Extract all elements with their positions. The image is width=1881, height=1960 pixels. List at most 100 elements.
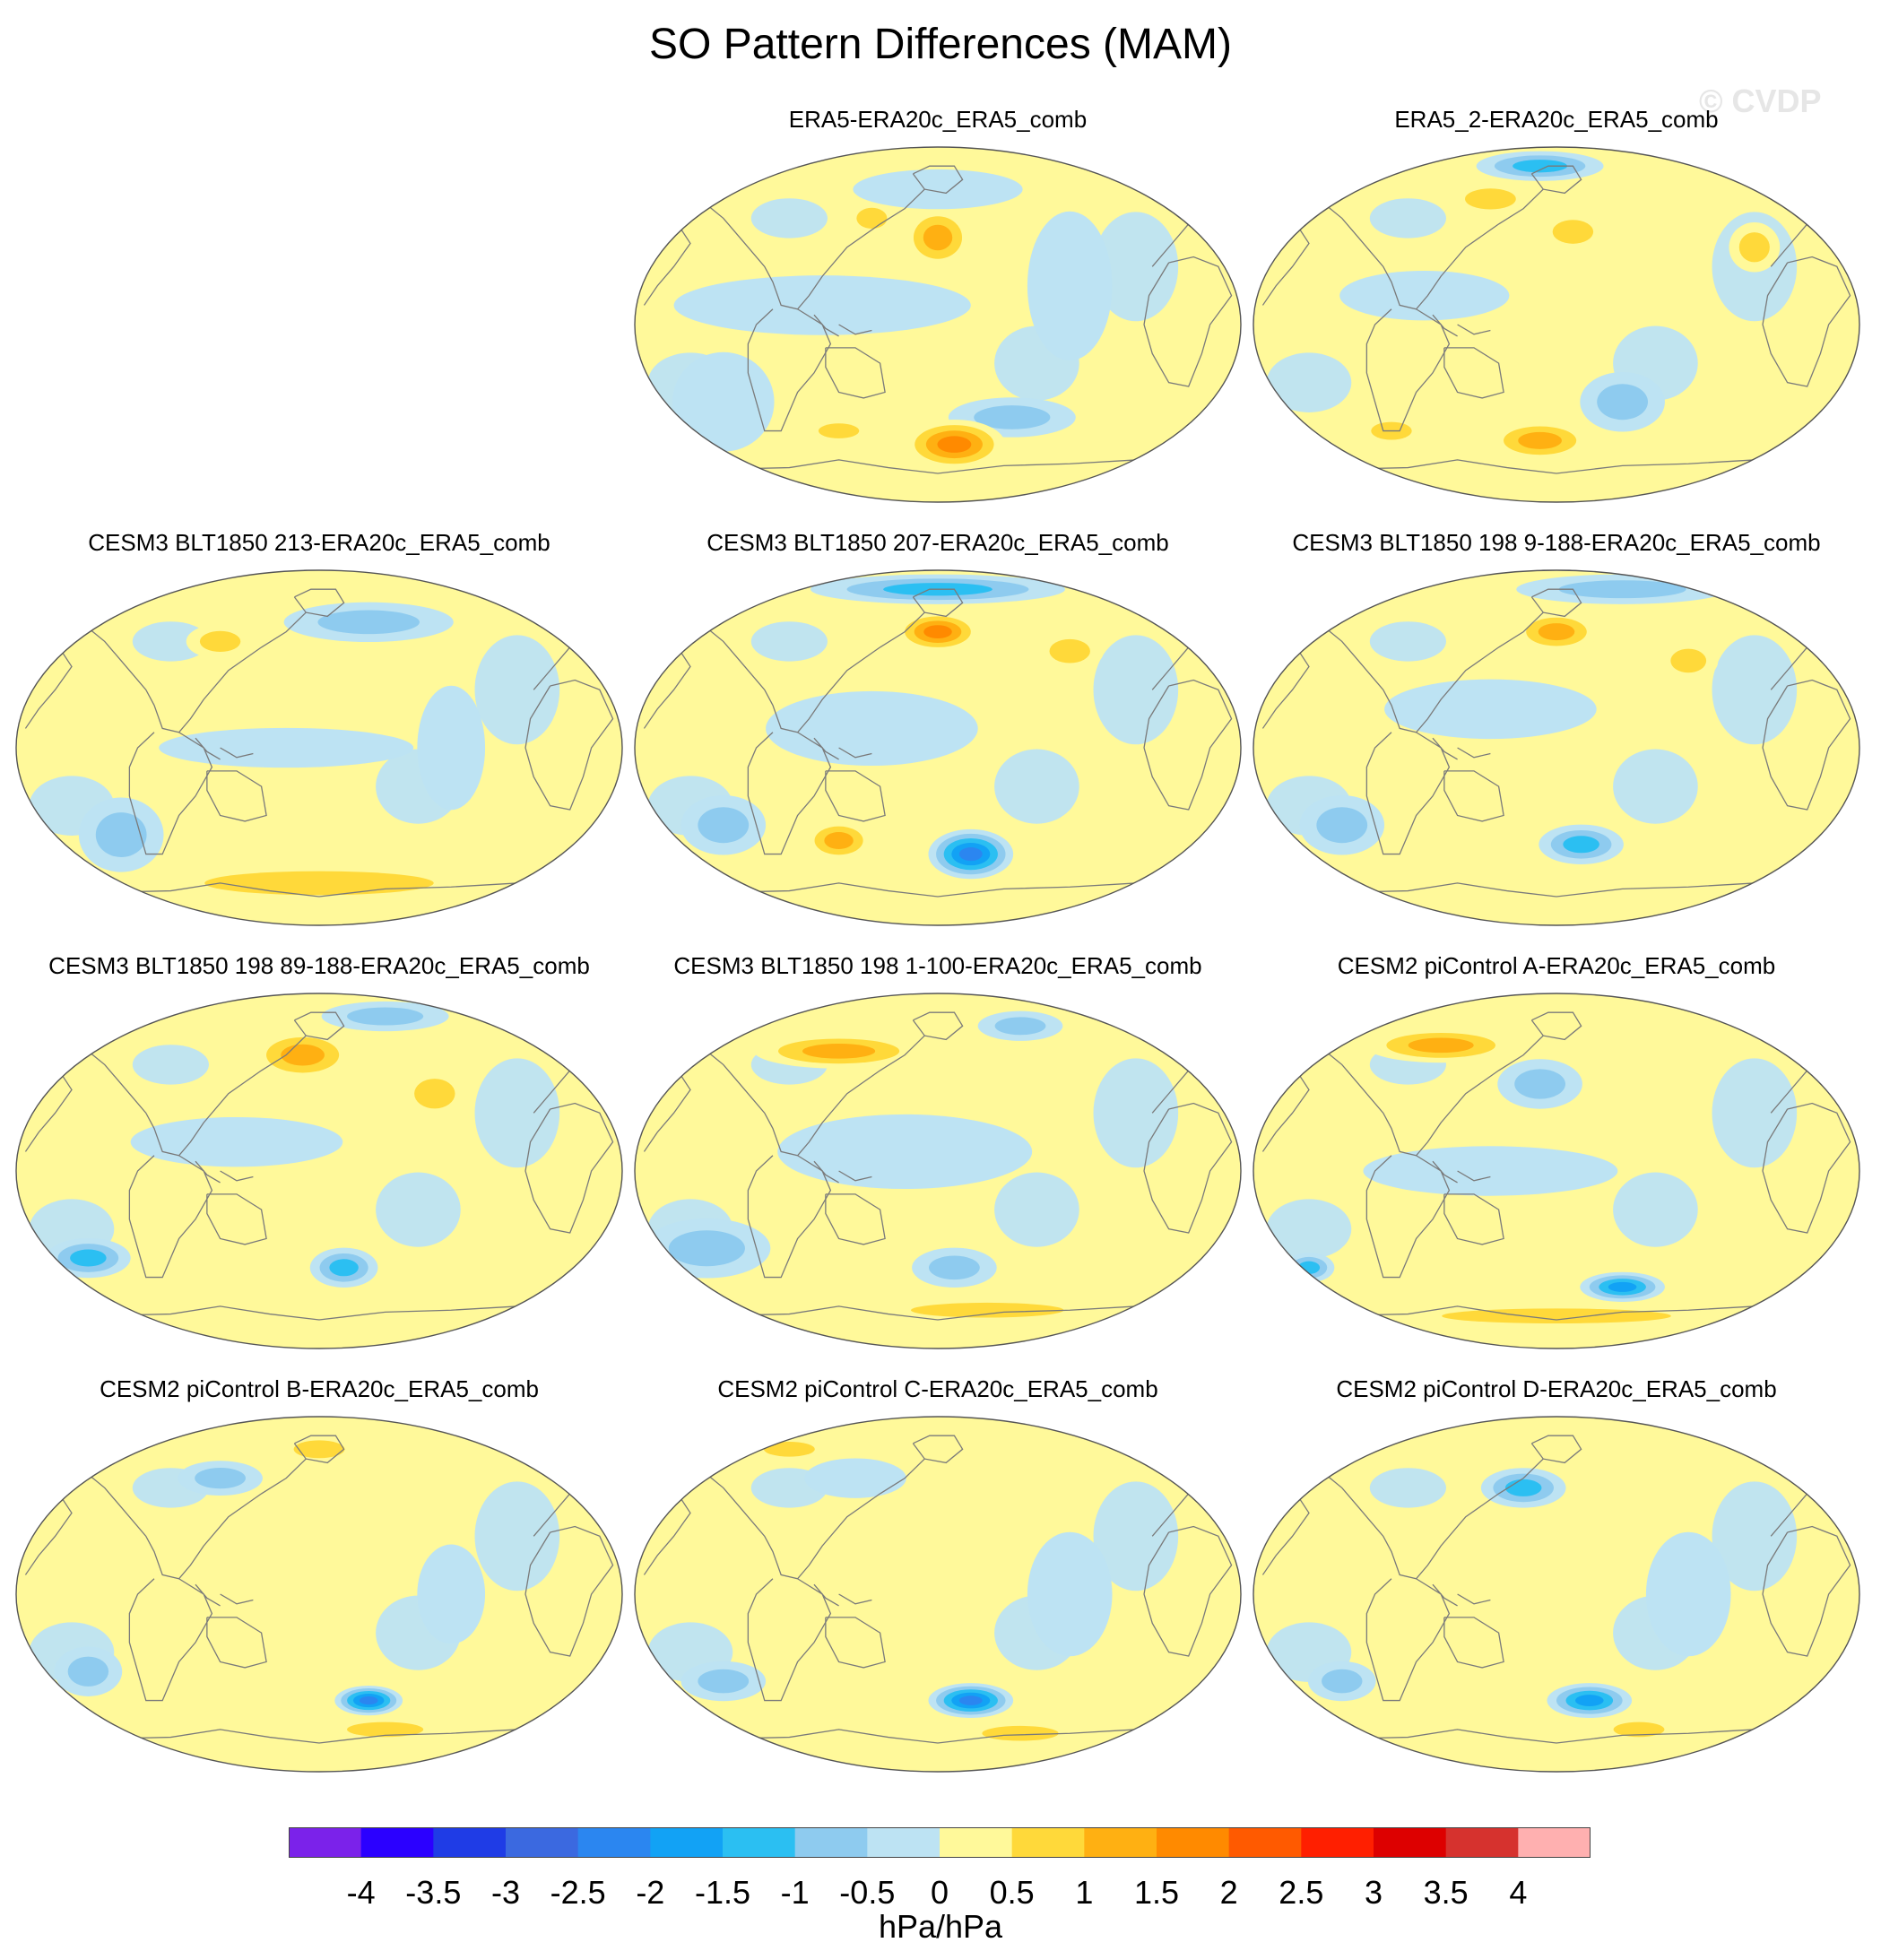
colorbar-swatch xyxy=(1157,1827,1230,1858)
map-border xyxy=(634,146,1242,503)
colorbar-swatch xyxy=(1518,1827,1591,1858)
coast-south-america xyxy=(1365,308,1451,432)
coast-south-america xyxy=(747,1155,832,1279)
anomaly-contour xyxy=(1645,1531,1731,1657)
anomaly-region xyxy=(474,635,560,745)
map-6 xyxy=(15,993,623,1349)
coast-south-america xyxy=(1365,1578,1451,1702)
anomaly-region xyxy=(474,1058,560,1168)
map-border xyxy=(15,993,623,1349)
coast-africa xyxy=(524,1102,614,1234)
anomaly-contour xyxy=(417,1544,486,1644)
anomaly-contour xyxy=(204,871,434,896)
anomaly-contour xyxy=(1514,1069,1565,1099)
anomaly-contour xyxy=(923,224,953,251)
anomaly-region xyxy=(1369,1468,1446,1508)
panel-9: CESM2 piControl B-ERA20c_ERA5_comb xyxy=(14,1375,624,1773)
map-border xyxy=(15,1416,623,1773)
coast-islands xyxy=(813,1160,839,1184)
coast-south-america xyxy=(128,1155,213,1279)
anomaly-region xyxy=(1369,198,1446,238)
anomaly-contour xyxy=(1538,623,1575,641)
colorbar xyxy=(289,1827,1591,1858)
coast-south-america xyxy=(128,732,213,855)
colorbar-swatch xyxy=(723,1827,796,1858)
coast-australia xyxy=(825,1193,886,1245)
coast-africa xyxy=(524,679,614,811)
map-border xyxy=(1253,146,1860,503)
anomaly-contour xyxy=(1363,1146,1618,1196)
colorbar-tick-label: 2 xyxy=(1219,1874,1238,1911)
anomaly-region xyxy=(1712,635,1798,745)
coast-australia xyxy=(1443,770,1504,822)
anomaly-contour xyxy=(1613,1722,1665,1738)
anomaly-contour xyxy=(1518,431,1562,449)
colorbar-swatch xyxy=(1301,1827,1374,1858)
coast-islands xyxy=(813,737,839,760)
anomaly-contour xyxy=(1408,1037,1474,1054)
map-background xyxy=(16,1417,622,1772)
colorbar-swatch xyxy=(794,1827,868,1858)
anomaly-contour xyxy=(982,1725,1059,1741)
anomaly-contour xyxy=(673,275,971,335)
anomaly-contour xyxy=(763,1441,815,1457)
coast-australia xyxy=(825,770,886,822)
coast-africa xyxy=(1762,256,1851,387)
anomaly-contour xyxy=(70,1249,107,1267)
map-border xyxy=(634,569,1242,926)
map-border xyxy=(15,569,623,926)
coast-africa xyxy=(1143,1525,1233,1657)
coast-islands xyxy=(838,324,872,335)
anomaly-contour xyxy=(67,1656,109,1687)
coast-islands xyxy=(838,1593,872,1605)
coast-islands xyxy=(195,1160,221,1184)
anomaly-region xyxy=(1613,1172,1698,1247)
panel-11: CESM2 piControl D-ERA20c_ERA5_comb xyxy=(1252,1375,1861,1773)
panel-title: CESM3 BLT1850 198 9-188-ERA20c_ERA5_comb xyxy=(1292,529,1821,556)
colorbar-tick-label: -3 xyxy=(490,1874,521,1911)
anomaly-region xyxy=(132,1045,209,1085)
colorbar-swatch xyxy=(1374,1827,1447,1858)
map-2 xyxy=(1253,146,1860,503)
anomaly-region xyxy=(1093,635,1179,745)
anomaly-contour xyxy=(417,685,486,811)
anomaly-contour xyxy=(1384,679,1597,740)
coast-islands xyxy=(1457,1593,1491,1605)
coast-islands xyxy=(838,1170,872,1182)
colorbar-tick-label: -3.5 xyxy=(405,1874,462,1911)
anomaly-region xyxy=(1266,352,1352,412)
coast-north-america xyxy=(1308,611,1544,733)
anomaly-contour xyxy=(347,1722,424,1738)
anomaly-contour xyxy=(1322,1669,1363,1694)
panel-3: CESM3 BLT1850 213-ERA20c_ERA5_comb xyxy=(14,529,624,926)
colorbar-swatch xyxy=(650,1827,724,1858)
panel-2: ERA5_2-ERA20c_ERA5_comb xyxy=(1252,106,1861,503)
anomaly-contour xyxy=(1442,1308,1671,1324)
anomaly-region xyxy=(1266,1199,1352,1259)
panel-7: CESM3 BLT1850 198 1-100-ERA20c_ERA5_comb xyxy=(633,952,1243,1349)
colorbar-tick-label: -2.5 xyxy=(550,1874,606,1911)
colorbar-swatch xyxy=(867,1827,940,1858)
panel-title: CESM2 piControl A-ERA20c_ERA5_comb xyxy=(1337,952,1776,979)
colorbar-tick-label: 1.5 xyxy=(1133,1874,1180,1911)
anomaly-region xyxy=(1093,212,1179,322)
coast-north-america xyxy=(689,611,925,733)
colorbar-tick-label: -1.5 xyxy=(694,1874,751,1911)
coast-australia xyxy=(1443,1193,1504,1245)
panel-4: CESM3 BLT1850 207-ERA20c_ERA5_comb xyxy=(633,529,1243,926)
panel-title: CESM3 BLT1850 213-ERA20c_ERA5_comb xyxy=(88,529,550,556)
panel-10: CESM2 piControl C-ERA20c_ERA5_comb xyxy=(633,1375,1243,1773)
map-1 xyxy=(634,146,1242,503)
anomaly-region xyxy=(1093,1481,1179,1591)
colorbar-swatch xyxy=(433,1827,507,1858)
anomaly-contour xyxy=(1316,807,1368,844)
anomaly-contour xyxy=(668,1230,745,1267)
colorbar-swatch xyxy=(1228,1827,1302,1858)
map-5 xyxy=(1253,569,1860,926)
colorbar-tick-label: 3.5 xyxy=(1423,1874,1469,1911)
coast-islands xyxy=(220,747,254,759)
anomaly-contour xyxy=(994,1017,1046,1036)
map-background xyxy=(635,1417,1241,1772)
map-3 xyxy=(15,569,623,926)
anomaly-contour xyxy=(1670,648,1707,673)
